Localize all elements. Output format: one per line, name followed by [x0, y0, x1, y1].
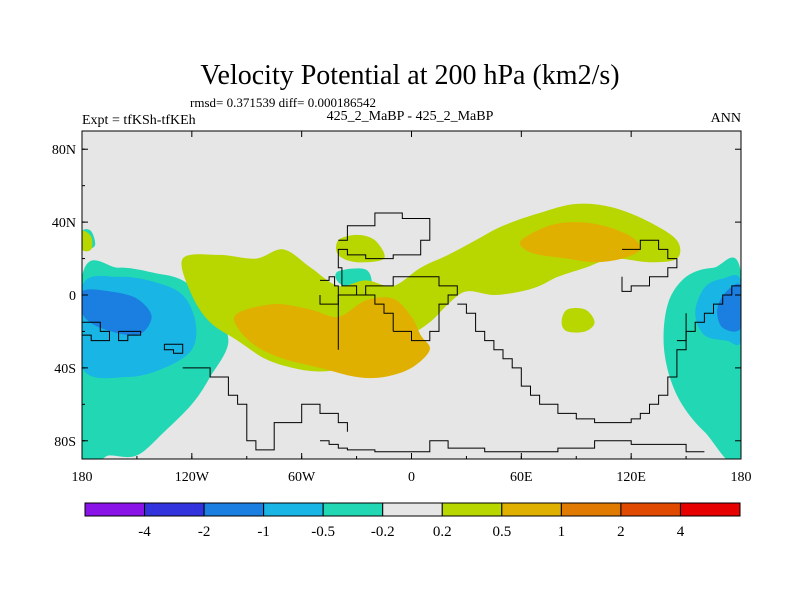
- region-positive-small-se: [561, 308, 595, 333]
- coastlines: [82, 212, 741, 453]
- y-tick-label: 80N: [52, 143, 76, 158]
- x-tick-label: 120W: [175, 470, 210, 485]
- colorbar-box: [263, 502, 324, 517]
- colorbar-box: [560, 502, 622, 517]
- y-tick-label: 40N: [52, 216, 76, 231]
- coastline-3: [320, 440, 705, 453]
- colorbar-box: [382, 502, 443, 517]
- x-tick-label: 120E: [616, 470, 646, 485]
- colorbar-label: 2: [617, 524, 625, 540]
- y-axis: 80N 40N 0 40S 80S: [52, 143, 741, 450]
- right-label: ANN: [711, 111, 741, 126]
- colorbar-box: [501, 502, 562, 517]
- colorbar-label: -0.2: [371, 524, 395, 540]
- coastline-10: [319, 276, 339, 305]
- colorbar-label: 0.2: [433, 524, 452, 540]
- colorbar-label: 0.5: [492, 524, 511, 540]
- coastline-5: [337, 276, 458, 350]
- coastline-0: [118, 330, 142, 342]
- coastline-7: [621, 239, 678, 292]
- coastline-4: [337, 212, 431, 332]
- region-positive-asia-core: [519, 222, 641, 263]
- colorbar-box: [203, 502, 265, 517]
- contour-regions: [82, 203, 741, 459]
- coastline-6: [457, 303, 687, 424]
- x-tick-label: 60W: [288, 470, 316, 485]
- coastline-1: [163, 343, 184, 354]
- y-tick-label: 40S: [54, 362, 76, 377]
- colorbar-box: [620, 502, 681, 517]
- region-positive-africa-core: [234, 297, 430, 379]
- region-negative-pacific-east-core: [82, 289, 152, 336]
- region-positive-small-far-west: [82, 230, 93, 252]
- region-positive-atlantic: [335, 234, 385, 263]
- colorbar-label: -1: [257, 524, 270, 540]
- colorbar-box: [84, 502, 146, 517]
- colorbar-box: [441, 502, 503, 517]
- left-label: Expt = tfKSh-tfKEh: [82, 113, 196, 128]
- colorbar-label: 1: [558, 524, 566, 540]
- coastline-8: [676, 276, 741, 342]
- stats-text: rmsd= 0.371539 diff= 0.000186542: [190, 95, 376, 110]
- x-axis: 180 120W 60W 0 60E 120E 180: [72, 131, 752, 485]
- x-tick-label: 0: [408, 470, 415, 485]
- x-tick-label: 60E: [510, 470, 533, 485]
- colorbar-label: 4: [677, 524, 685, 540]
- coastline-2: [182, 367, 348, 451]
- colorbar-box: [322, 502, 384, 517]
- colorbar-label: -4: [138, 524, 151, 540]
- chart-title: Velocity Potential at 200 hPa (km2/s): [200, 60, 619, 91]
- colorbar: -4 -2 -1 -0.5 -0.2 0.2 0.5 1 2 4: [84, 502, 741, 540]
- plot-area: [81, 130, 742, 460]
- colorbar-box: [144, 502, 205, 517]
- colorbar-label: -2: [198, 524, 211, 540]
- center-label: 425_2_MaBP - 425_2_MaBP: [327, 109, 494, 124]
- colorbar-box: [679, 502, 741, 517]
- x-tick-label: 180: [72, 470, 93, 485]
- coastline-9: [82, 321, 110, 342]
- y-tick-label: 80S: [54, 435, 76, 450]
- colorbar-label: -0.5: [311, 524, 335, 540]
- y-tick-label: 0: [69, 289, 76, 304]
- x-tick-label: 180: [731, 470, 752, 485]
